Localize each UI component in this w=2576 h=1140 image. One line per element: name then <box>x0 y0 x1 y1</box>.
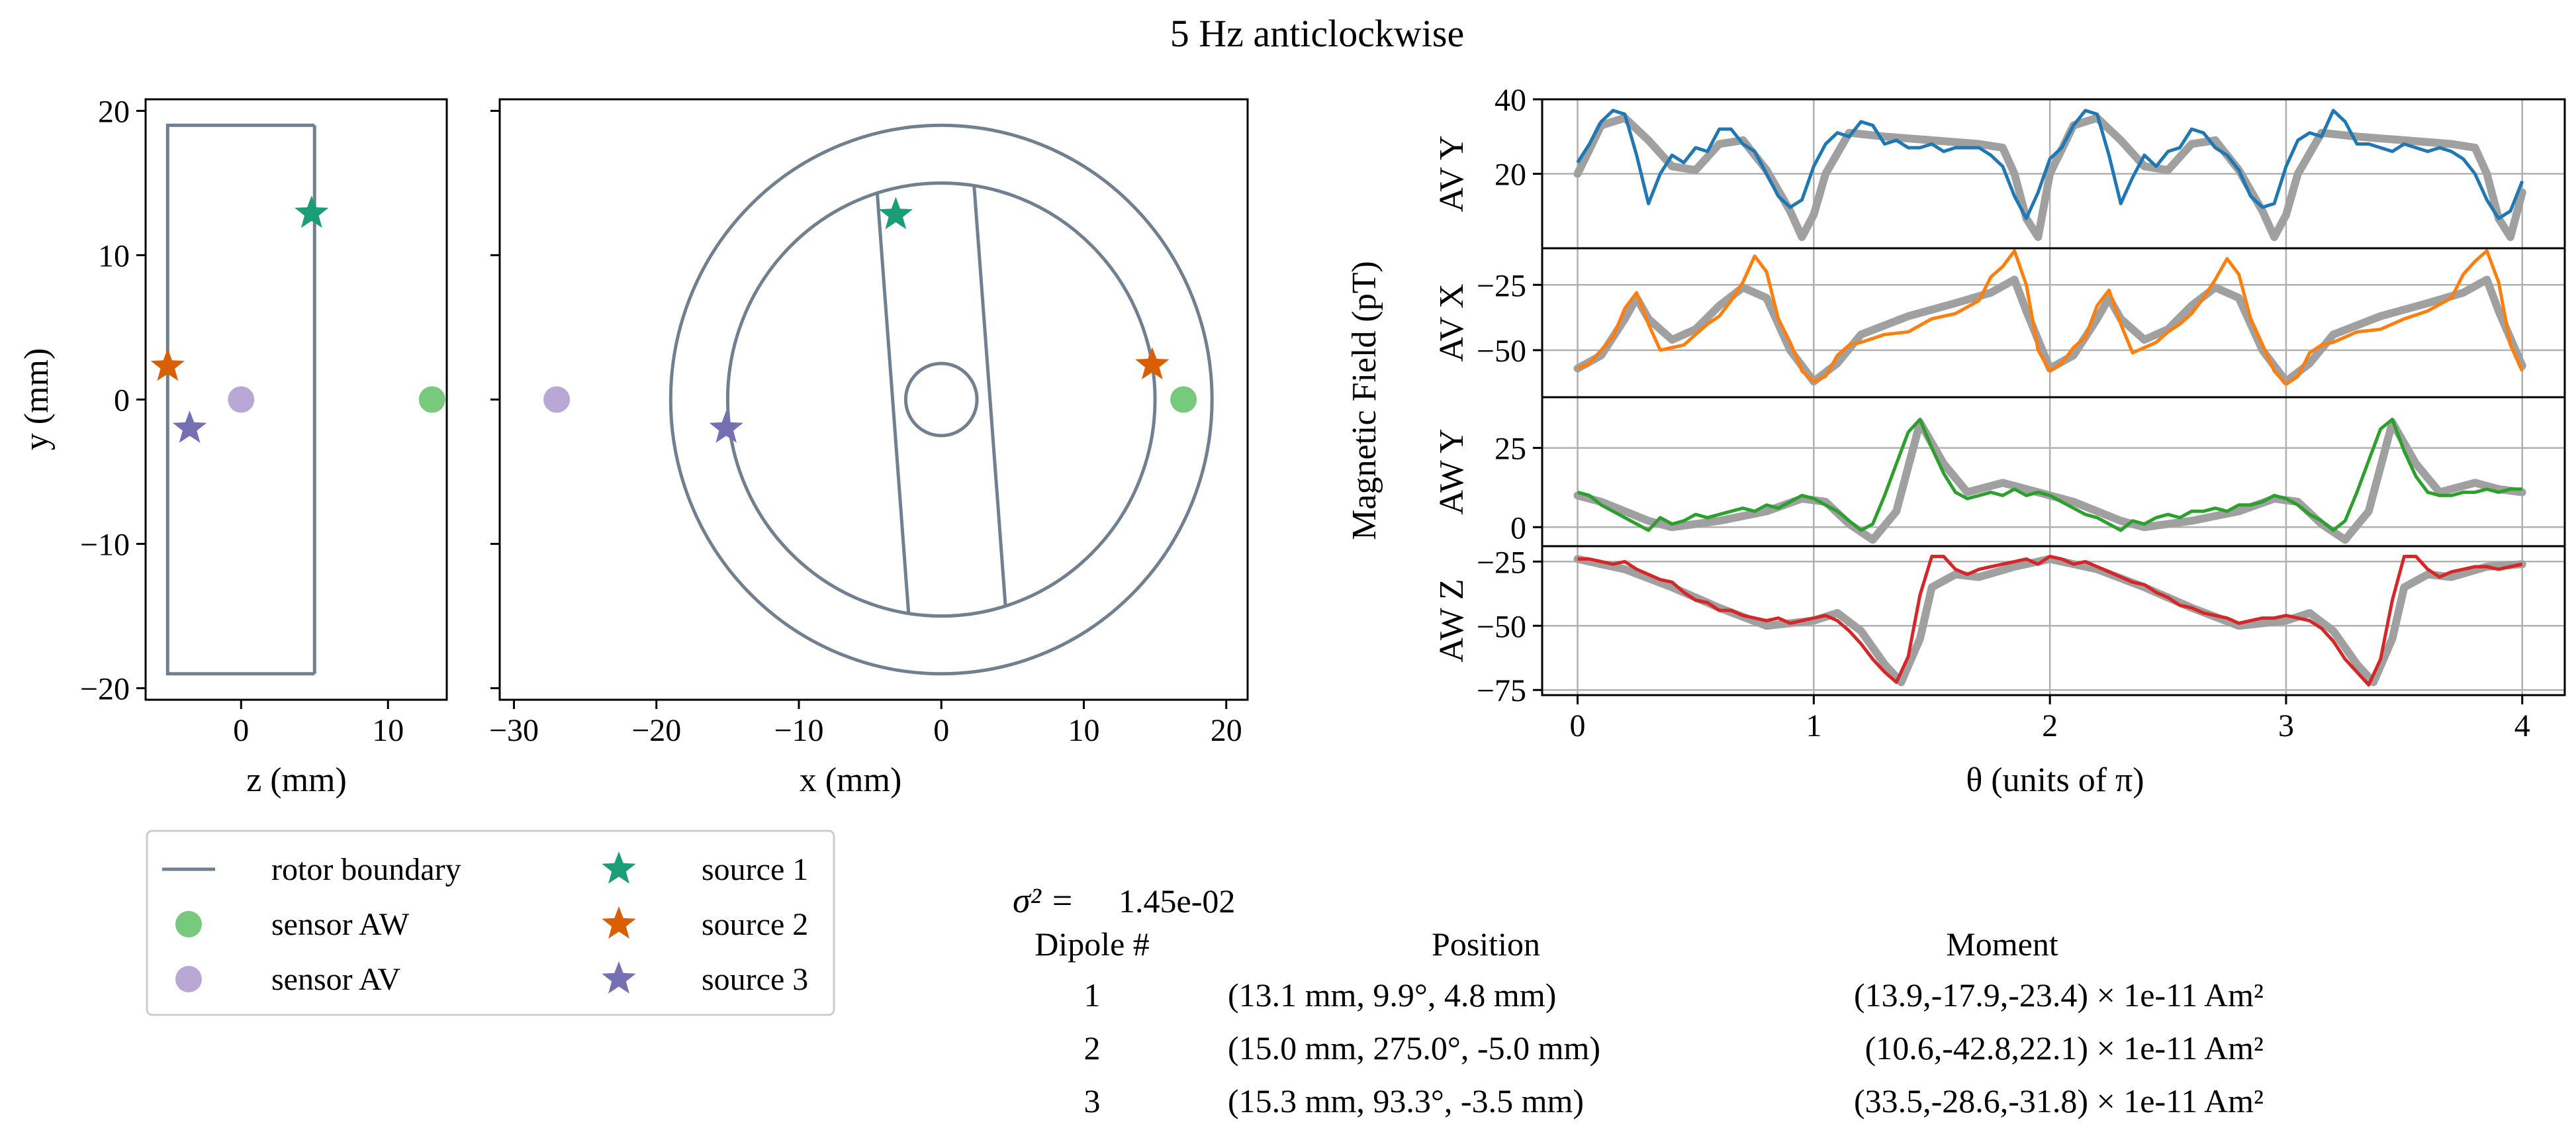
row-moment: (10.6,-42.8,22.1) × 1e-11 Am² <box>1865 1029 2264 1067</box>
trace-xtick-label: 0 <box>1570 708 1586 743</box>
row-moment: (33.5,-28.6,-31.8) × 1e-11 Am² <box>1854 1082 2264 1119</box>
row-moment: (13.9,-17.9,-23.4) × 1e-11 Am² <box>1854 976 2264 1014</box>
trace-data-line <box>1576 109 2524 220</box>
xy-frame <box>498 98 1249 701</box>
sigma-label: σ² = <box>1013 880 1074 920</box>
legend-star-swatch <box>602 851 636 884</box>
zy-ytick-label: 0 <box>114 383 130 418</box>
row-dipole-number: 2 <box>1084 1029 1101 1067</box>
zy-ylabel: y (mm) <box>18 348 56 451</box>
xy-source-star <box>709 410 743 443</box>
xy-sensor-point <box>1170 386 1197 413</box>
trace-panel-label: AV X <box>1433 283 1471 361</box>
xy-xlabel: x (mm) <box>800 761 902 799</box>
trace-fit-line <box>1573 114 2526 242</box>
xy-bar-line <box>875 193 911 614</box>
trace-subplot: 0 25 AW Y <box>1433 396 2566 547</box>
trace-data-line <box>1577 555 2523 687</box>
trace-data-line <box>1577 249 2524 386</box>
row-position: (13.1 mm, 9.9°, 4.8 mm) <box>1228 976 1556 1014</box>
legend-dot-swatch <box>175 966 202 992</box>
xy-panel: −30 −20 −10 0 10 20 x (mm) <box>489 98 1249 799</box>
trace-xtick-label: 2 <box>2042 708 2058 743</box>
trace-panel-label: AW Z <box>1433 579 1471 662</box>
trace-data-line <box>1577 418 2522 532</box>
zy-frame <box>144 98 448 701</box>
table-header: Moment <box>1946 926 2058 963</box>
trace-ytick-label: −25 <box>1477 268 1526 303</box>
trace-ytick-label: −50 <box>1477 609 1526 644</box>
zy-ytick-label: 20 <box>98 94 130 129</box>
xy-xtick-label: 0 <box>933 713 949 748</box>
figure-title: 5 Hz anticlockwise <box>1170 12 1465 55</box>
zy-ytick-label: −20 <box>80 672 130 707</box>
zy-rotor-boundary <box>165 123 315 676</box>
trace-ytick-label: 0 <box>1510 510 1526 546</box>
legend-dot-swatch <box>175 911 202 937</box>
xy-xtick-label: −10 <box>774 713 823 748</box>
table-header: Position <box>1432 926 1540 963</box>
xy-xtick-label: −30 <box>489 713 539 748</box>
zy-sensor-point <box>418 386 445 413</box>
row-dipole-number: 3 <box>1084 1082 1101 1119</box>
xy-source-star <box>878 197 913 230</box>
trace-ytick-label: 40 <box>1495 83 1526 118</box>
traces-ylabel: Magnetic Field (pT) <box>1346 261 1383 540</box>
xy-xtick-label: 20 <box>1211 713 1242 748</box>
xy-bar-line <box>972 185 1007 606</box>
legend-frame <box>146 830 835 1016</box>
xy-xtick-label: −20 <box>631 713 681 748</box>
trace-fit-line <box>1573 555 2526 687</box>
zy-ytick-label: 10 <box>98 238 130 273</box>
trace-ytick-label: 20 <box>1495 158 1526 193</box>
sigma-value: 1.45e-02 <box>1119 882 1235 920</box>
trace-xtick-label: 1 <box>1806 708 1821 743</box>
zy-xlabel: z (mm) <box>246 761 347 799</box>
row-dipole-number: 1 <box>1084 976 1101 1014</box>
zy-ytick-label: −10 <box>80 528 130 563</box>
legend: rotor boundary source 1 sensor AW source 2 s… <box>146 830 835 1016</box>
xy-circle-hub <box>903 361 979 438</box>
zy-source-star <box>150 348 185 381</box>
legend-star-swatch <box>602 906 636 939</box>
zy-sensor-point <box>228 386 255 413</box>
trace-panel-label: AV Y <box>1433 135 1471 212</box>
traces-xlabel: θ (units of π) <box>1966 761 2144 799</box>
trace-frame <box>1541 545 2566 696</box>
row-position: (15.3 mm, 93.3°, -3.5 mm) <box>1228 1082 1584 1119</box>
trace-ytick-label: −75 <box>1477 673 1526 708</box>
legend-label: source 2 <box>702 907 808 942</box>
legend-label: source 3 <box>702 962 808 997</box>
zy-source-star <box>172 410 207 443</box>
fit-table: σ² = 1.45e-02 Dipole # Position Moment 1 (13.… <box>1013 880 2264 1119</box>
trace-ytick-label: −50 <box>1477 334 1526 369</box>
trace-subplot: 20 40 AV Y <box>1433 83 2566 250</box>
zy-xtick-label: 0 <box>233 713 249 748</box>
legend-label: sensor AV <box>271 962 400 997</box>
zy-source-star <box>295 195 329 228</box>
xy-circle-inner <box>725 181 1157 618</box>
legend-star-swatch <box>602 961 636 994</box>
trace-frame <box>1541 247 2566 399</box>
trace-ytick-label: −25 <box>1477 545 1526 580</box>
xy-sensor-point <box>543 386 571 413</box>
legend-label: rotor boundary <box>271 852 461 887</box>
zy-xtick-label: 10 <box>372 713 404 748</box>
table-header: Dipole # <box>1035 926 1150 963</box>
trace-ytick-label: 25 <box>1495 432 1526 467</box>
trace-panel-label: AW Y <box>1433 428 1471 514</box>
trace-xtick-label: 3 <box>2278 708 2294 743</box>
xy-xtick-label: 10 <box>1068 713 1099 748</box>
legend-label: sensor AW <box>271 907 410 942</box>
row-position: (15.0 mm, 275.0°, -5.0 mm) <box>1228 1029 1600 1067</box>
trace-xtick-label: 4 <box>2514 708 2530 743</box>
legend-label: source 1 <box>702 852 808 887</box>
xy-source-star <box>1135 347 1170 379</box>
zy-panel: 0 10 −20 −10 0 10 20 z (mm) y (mm) <box>18 94 448 799</box>
xy-circle-outer <box>668 123 1214 676</box>
